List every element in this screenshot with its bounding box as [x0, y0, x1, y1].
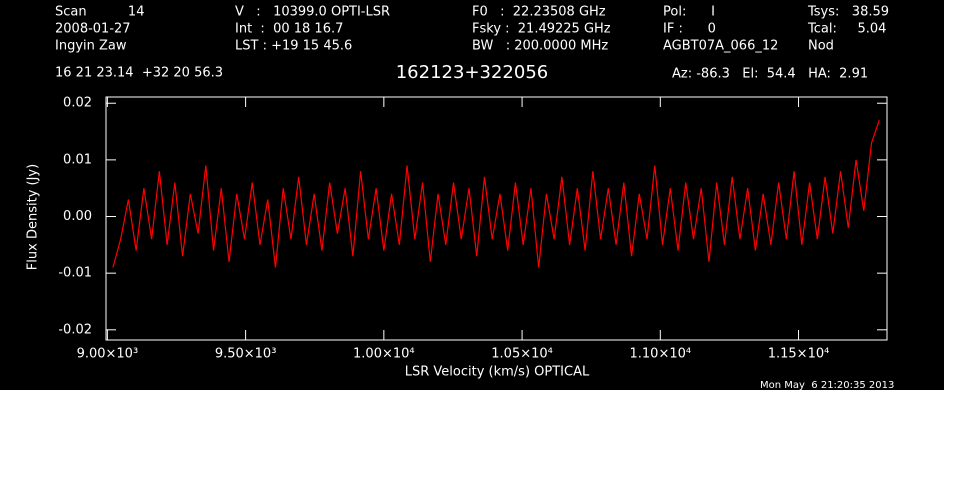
header-text: 2008-01-27 — [55, 22, 131, 37]
header-text: Pol: I — [663, 5, 715, 20]
x-axis-label: LSR Velocity (km/s) OPTICAL — [405, 365, 590, 380]
y-axis-label: Flux Density (Jy) — [26, 164, 41, 270]
header-text: Ingyin Zaw — [55, 39, 127, 54]
header-text: Tsys: 38.59 — [807, 5, 889, 20]
y-tick-label: 0.02 — [63, 96, 92, 111]
header-text: Nod — [808, 39, 834, 54]
x-tick-label: 1.15×10⁴ — [768, 347, 830, 362]
header-text: Int : 00 18 16.7 — [235, 22, 343, 37]
pointing: Az: -86.3 El: 54.4 HA: 2.91 — [672, 67, 868, 82]
x-tick-label: 1.00×10⁴ — [353, 347, 415, 362]
x-tick-label: 1.10×10⁴ — [630, 347, 692, 362]
header-text: BW : 200.0000 MHz — [472, 39, 608, 54]
header-text: IF : 0 — [663, 22, 716, 37]
header-text: AGBT07A_066_12 — [663, 39, 778, 54]
header-text: Fsky : 21.49225 GHz — [472, 22, 611, 37]
y-tick-label: 0.01 — [63, 152, 92, 167]
header-text: Tcal: 5.04 — [807, 22, 886, 37]
y-tick-label: -0.01 — [58, 266, 92, 281]
x-tick-label: 1.05×10⁴ — [491, 347, 553, 362]
position: 16 21 23.14 +32 20 56.3 — [55, 66, 223, 81]
header-text: Scan 14 — [55, 5, 144, 20]
header-text: V : 10399.0 OPTI-LSR — [235, 5, 390, 20]
x-tick-label: 9.00×10³ — [77, 347, 139, 362]
y-tick-label: 0.00 — [63, 209, 92, 224]
plot-background — [0, 0, 944, 390]
spectrum-line — [112, 120, 880, 268]
plot-frame — [105, 96, 888, 341]
timestamp: Mon May 6 21:20:35 2013 — [760, 380, 894, 391]
header-text: LST : +19 15 45.6 — [235, 39, 352, 54]
header-text: F0 : 22.23508 GHz — [472, 5, 606, 20]
y-tick-label: -0.02 — [58, 322, 92, 337]
chart-title: 162123+322056 — [396, 62, 549, 83]
x-tick-label: 9.50×10³ — [215, 347, 277, 362]
